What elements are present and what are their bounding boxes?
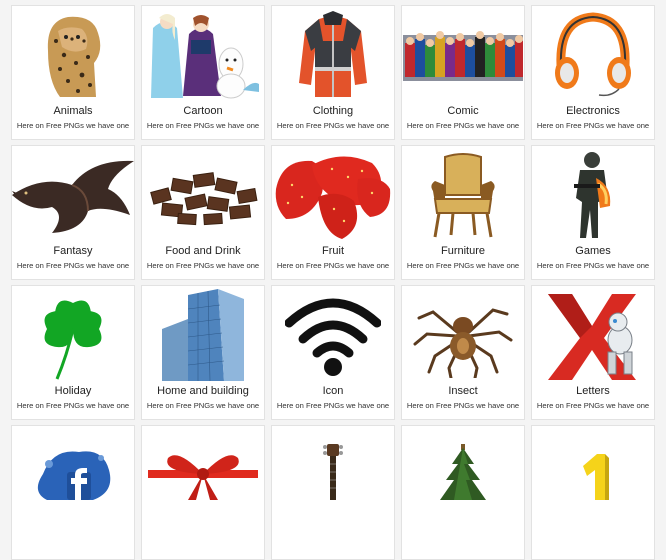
facebook-splash-image	[12, 426, 134, 518]
category-card-clothing[interactable]: Clothing Here on Free PNGs we have one	[271, 5, 395, 140]
tree-image	[402, 426, 524, 518]
category-card-games[interactable]: Games Here on Free PNGs we have one	[531, 145, 655, 280]
card-title: Icon	[322, 385, 344, 397]
card-title: Insect	[448, 385, 478, 397]
category-card-fruit[interactable]: Fruit Here on Free PNGs we have one	[271, 145, 395, 280]
card-description: Here on Free PNGs we have one	[536, 121, 650, 130]
card-title: Fruit	[322, 245, 344, 257]
card-title: Comic	[447, 105, 479, 117]
card-description: Here on Free PNGs we have one	[536, 261, 650, 270]
headphones-image	[532, 9, 654, 101]
card-title: Games	[575, 245, 611, 257]
card-description: Here on Free PNGs we have one	[536, 401, 650, 410]
card-description: Here on Free PNGs we have one	[146, 261, 260, 270]
letter-x-robot-image	[532, 289, 654, 381]
chocolate-image	[142, 149, 264, 241]
category-card-food-and-drink[interactable]: Food and Drink Here on Free PNGs we have…	[141, 145, 265, 280]
soldier-image	[532, 149, 654, 241]
category-card-fantasy[interactable]: Fantasy Here on Free PNGs we have one	[11, 145, 135, 280]
category-card-numbers[interactable]	[531, 425, 655, 560]
card-description: Here on Free PNGs we have one	[276, 121, 390, 130]
card-title: Clothing	[312, 105, 354, 117]
card-title: Food and Drink	[165, 245, 241, 257]
clover-image	[12, 289, 134, 381]
category-card-cartoon[interactable]: Cartoon Here on Free PNGs we have one	[141, 5, 265, 140]
category-card-comic[interactable]: Comic Here on Free PNGs we have one	[401, 5, 525, 140]
card-description: Here on Free PNGs we have one	[16, 121, 130, 130]
card-title: Cartoon	[183, 105, 223, 117]
category-card-music[interactable]	[271, 425, 395, 560]
jacket-image	[272, 9, 394, 101]
card-description: Here on Free PNGs we have one	[16, 261, 130, 270]
category-card-social[interactable]	[11, 425, 135, 560]
category-card-animals[interactable]: Animals Here on Free PNGs we have one	[11, 5, 135, 140]
leopard-image	[12, 9, 134, 101]
card-title: Holiday	[54, 385, 92, 397]
red-bow-image	[142, 426, 264, 518]
card-description: Here on Free PNGs we have one	[276, 401, 390, 410]
cartoon-characters-image	[142, 9, 264, 101]
category-card-gift[interactable]	[141, 425, 265, 560]
category-card-furniture[interactable]: Furniture Here on Free PNGs we have one	[401, 145, 525, 280]
card-description: Here on Free PNGs we have one	[406, 401, 520, 410]
spider-image	[402, 289, 524, 381]
card-title: Furniture	[440, 245, 486, 257]
card-description: Here on Free PNGs we have one	[406, 121, 520, 130]
skyscraper-image	[142, 289, 264, 381]
card-title: Letters	[576, 385, 610, 397]
card-title: Home and building	[157, 385, 249, 397]
category-card-insect[interactable]: Insect Here on Free PNGs we have one	[401, 285, 525, 420]
dragon-image	[12, 149, 134, 241]
guitar-neck-image	[272, 426, 394, 518]
card-title: Fantasy	[53, 245, 93, 257]
card-description: Here on Free PNGs we have one	[276, 261, 390, 270]
card-description: Here on Free PNGs we have one	[146, 401, 260, 410]
card-title: Animals	[53, 105, 93, 117]
card-title: Electronics	[566, 105, 620, 117]
category-card-letters[interactable]: Letters Here on Free PNGs we have one	[531, 285, 655, 420]
armchair-image	[402, 149, 524, 241]
category-card-nature[interactable]	[401, 425, 525, 560]
wifi-icon	[272, 289, 394, 381]
card-description: Here on Free PNGs we have one	[406, 261, 520, 270]
strawberries-image	[272, 149, 394, 241]
category-card-icon[interactable]: Icon Here on Free PNGs we have one	[271, 285, 395, 420]
category-card-electronics[interactable]: Electronics Here on Free PNGs we have on…	[531, 5, 655, 140]
category-grid: Animals Here on Free PNGs we have one Ca…	[11, 5, 655, 560]
category-card-holiday[interactable]: Holiday Here on Free PNGs we have one	[11, 285, 135, 420]
card-description: Here on Free PNGs we have one	[146, 121, 260, 130]
number-one-image	[532, 426, 654, 518]
category-card-home-and-building[interactable]: Home and building Here on Free PNGs we h…	[141, 285, 265, 420]
card-description: Here on Free PNGs we have one	[16, 401, 130, 410]
comic-heroes-image	[402, 9, 524, 101]
